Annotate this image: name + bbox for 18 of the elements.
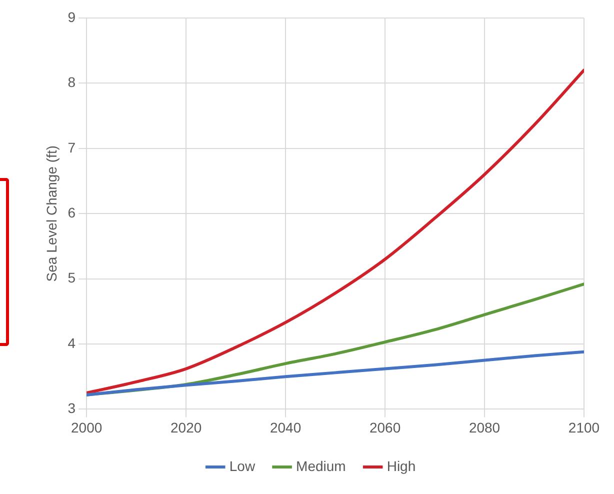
x-tick-label: 2100 — [568, 419, 600, 436]
y-tick-label: 6 — [68, 204, 76, 220]
legend-label: Low — [229, 458, 256, 474]
y-tick-label: 7 — [68, 139, 76, 156]
y-tick-label: 3 — [68, 400, 76, 416]
y-tick-label: 5 — [68, 270, 76, 286]
legend-label: High — [386, 458, 416, 474]
y-tick-label: 9 — [68, 8, 76, 25]
legend-label: Medium — [296, 458, 346, 474]
y-tick-label: 8 — [68, 74, 76, 90]
x-tick-label: 2020 — [170, 419, 202, 436]
x-tick-label: 2040 — [270, 419, 302, 436]
y-axis-title: Sea Level Change (ft) — [43, 146, 60, 282]
y-tick-label: 4 — [68, 334, 76, 351]
x-tick-label: 2000 — [71, 419, 102, 436]
line-series — [86, 350, 584, 396]
x-tick-label: 2080 — [468, 419, 500, 436]
x-tick-label: 2060 — [369, 419, 401, 436]
